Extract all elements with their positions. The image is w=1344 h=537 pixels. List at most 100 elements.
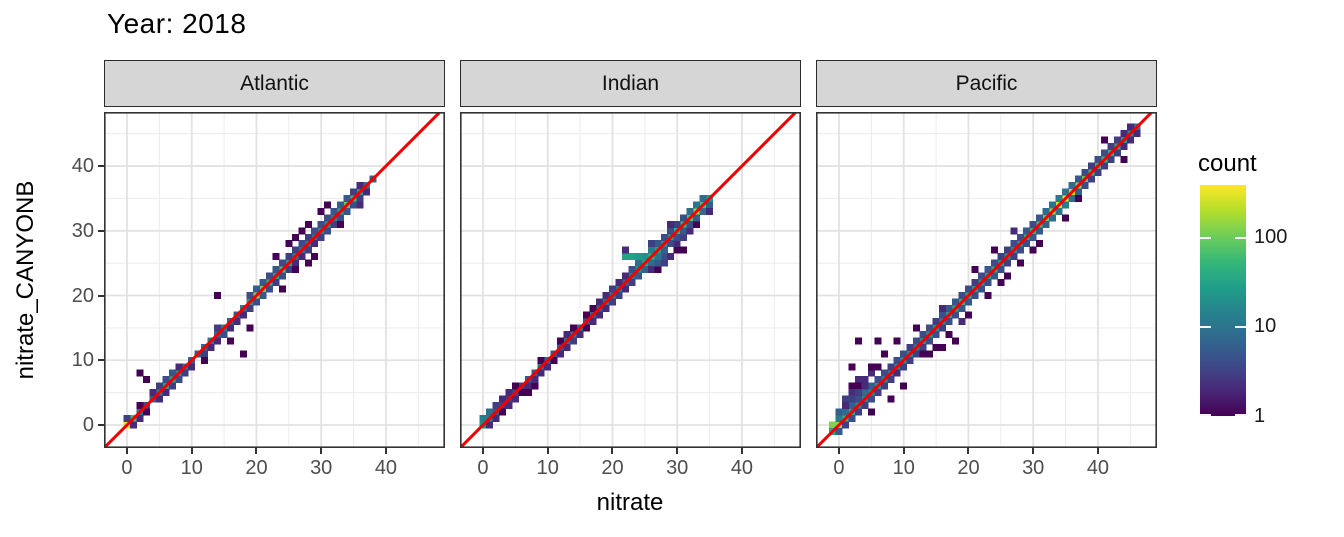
bin2d-cell [1100,162,1108,170]
x-tick-label: 10 [180,457,203,479]
plot-title: Year: 2018 [107,8,247,39]
bin2d-cell [576,330,584,338]
bin2d-cell [1042,207,1050,215]
bin2d-cell [298,227,306,235]
bin2d-cell [660,253,668,261]
bin2d-cell [259,279,267,287]
bin2d-cell [1126,123,1134,131]
bin2d-cell [563,330,571,338]
bin2d-cell [304,259,312,267]
bin2d-cell [596,298,604,306]
bin2d-cell [841,402,849,410]
bin2d-cell [893,369,901,377]
bin2d-cell [596,311,604,319]
facet-strip-label: Indian [601,71,660,95]
bin2d-cell [952,337,960,345]
x-tick-label: 0 [121,457,133,479]
bin2d-cell [1113,136,1121,144]
bin2d-cell [207,343,215,351]
bin2d-cell [550,356,558,364]
bin2d-cell [641,253,649,261]
bin2d-cell [984,292,992,300]
bin2d-cell [505,389,513,397]
bin2d-cell [913,324,921,332]
facet-strip-pacific: Pacific [816,60,1157,107]
bin2d-cell [246,304,254,312]
bin2d-cell [1087,175,1095,183]
bin2d-cell [990,259,998,267]
bin2d-cell [693,214,701,222]
bin2d-cell [602,292,610,300]
x-axis-title: nitrate [596,489,664,516]
bin2d-cell [680,246,688,254]
y-axis-tick [98,359,104,362]
bin2d-cell [887,395,895,403]
bin2d-cell [142,376,150,384]
bin2d-cell [524,382,532,390]
bin2d-cell [932,343,940,351]
bin2d-cell [162,376,170,384]
bin2d-cell [615,292,623,300]
bin2d-cell [240,311,248,319]
x-axis-tick [740,448,743,454]
bin2d-cell [971,279,979,287]
panel-canvas [93,100,452,459]
identity-line [805,100,1164,459]
bin2d-cell [673,240,681,248]
bin2d-cell [880,382,888,390]
bin2d-cell [673,220,681,228]
bin2d-cell [835,408,843,416]
bin2d-cell [887,376,895,384]
x-tick-label: 20 [601,457,624,479]
x-axis-tick [546,448,549,454]
y-axis-title: nitrate_CANYONB [12,180,39,380]
bin2d-cell [958,304,966,312]
bin2d-cell [291,259,299,267]
bin2d-cell [188,363,196,371]
x-axis-tick [676,448,679,454]
bin2d-cell [265,272,273,280]
bin2d-cell [680,214,688,222]
bin2d-cell [1075,175,1083,183]
bin2d-cell [919,350,927,358]
bin2d-cell [1029,246,1037,254]
bin2d-cell [1049,214,1057,222]
bin2d-cell [337,201,345,209]
bin2d-cell [570,324,578,332]
bin2d-cell [1113,149,1121,157]
bin2d-cell [304,246,312,254]
bin2d-cell [997,266,1005,274]
bin2d-cell [887,363,895,371]
x-tick-label: 20 [245,457,268,479]
bin2d-cell [939,343,947,351]
bin2d-cell [589,317,597,325]
bin2d-cell [829,421,837,429]
bin2d-cell [1062,201,1070,209]
bin2d-cell [874,389,882,397]
bin2d-cell [505,402,513,410]
bin2d-cell [265,285,273,293]
bin2d-cell [693,220,701,228]
bin2d-cell [861,402,869,410]
x-tick-label: 20 [957,457,980,479]
bin2d-cell [1081,169,1089,177]
bin2d-cell [317,233,325,241]
bin2d-cell [252,285,260,293]
bin2d-cell [997,279,1005,287]
bin2d-cell [906,356,914,364]
bin2d-cell [964,298,972,306]
bin2d-cell [201,356,209,364]
bin2d-cell [686,220,694,228]
bin2d-cell [175,376,183,384]
facet-panel-atlantic [93,100,452,459]
bin2d-cell [291,266,299,274]
legend-tick-label: 100 [1254,225,1288,248]
facet-strip-label: Pacific [955,71,1018,95]
bin2d-cell [686,227,694,235]
legend-tick-label: 1 [1254,405,1266,427]
bin2d-cell [893,337,901,345]
bin2d-cell [667,220,675,228]
bin2d-cell [945,317,953,325]
x-axis-tick [190,448,193,454]
legend-tick-label: 10 [1254,315,1277,338]
